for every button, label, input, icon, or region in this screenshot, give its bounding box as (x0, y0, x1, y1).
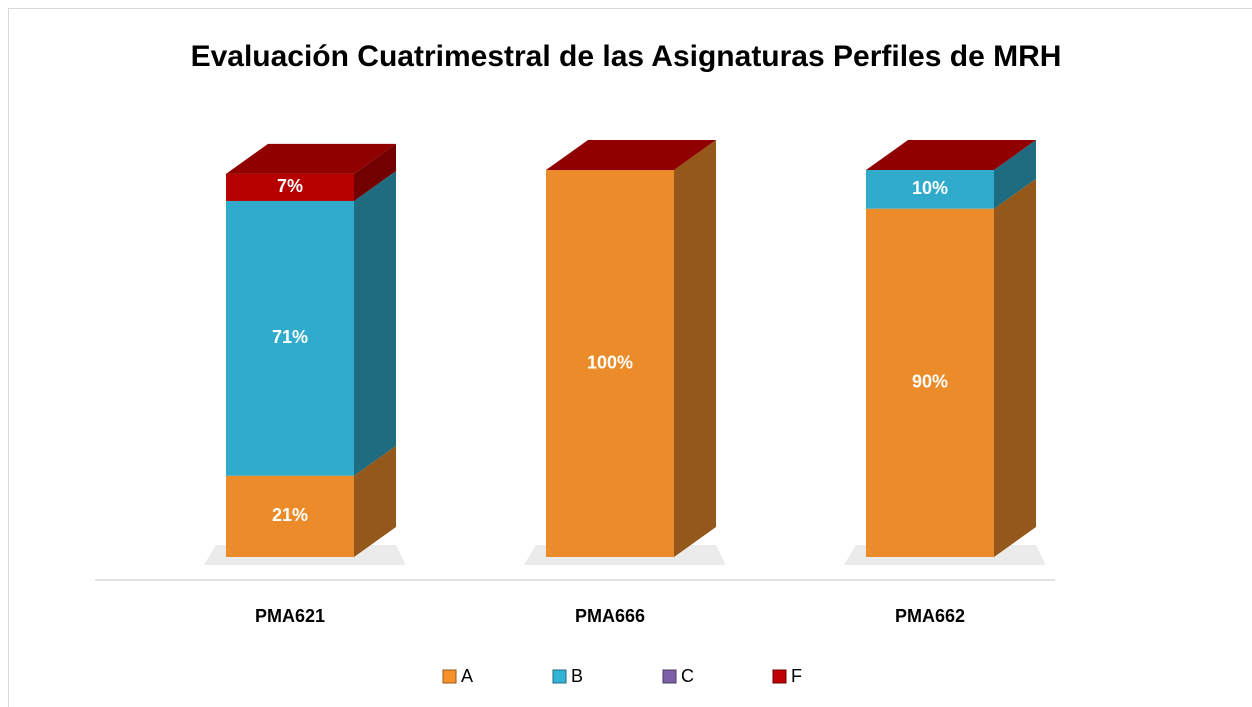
data-label: 90% (912, 372, 948, 392)
bar (866, 208, 994, 557)
data-label: 100% (587, 352, 633, 372)
bar-side (994, 178, 1036, 557)
legend-label: A (461, 666, 473, 686)
bar-side (354, 170, 396, 476)
legend-marker (442, 669, 457, 684)
chart-title: Evaluación Cuatrimestral de las Asignatu… (191, 40, 1062, 73)
x-tick-label: PMA666 (575, 606, 645, 626)
legend-marker (552, 669, 567, 684)
data-label: 7% (277, 176, 303, 196)
data-label: 71% (272, 327, 308, 347)
legend-label: F (791, 666, 802, 686)
x-tick-label: PMA621 (255, 606, 325, 626)
bar (546, 170, 674, 557)
legend-label: C (681, 666, 694, 686)
bar-side (674, 140, 716, 557)
legend-label: B (571, 666, 583, 686)
bar (226, 173, 354, 201)
bar (866, 170, 994, 209)
legend-marker (772, 669, 787, 684)
bar-top (866, 140, 1036, 170)
bar-top (226, 143, 396, 174)
data-label: 10% (912, 178, 948, 198)
bar-side (354, 143, 396, 201)
data-label: 21% (272, 505, 308, 525)
bar-side (354, 445, 396, 557)
legend-marker (662, 669, 677, 684)
bar-side (994, 140, 1036, 209)
bar (226, 475, 354, 557)
bar (226, 200, 354, 476)
bar-top (546, 140, 716, 170)
x-tick-label: PMA662 (895, 606, 965, 626)
